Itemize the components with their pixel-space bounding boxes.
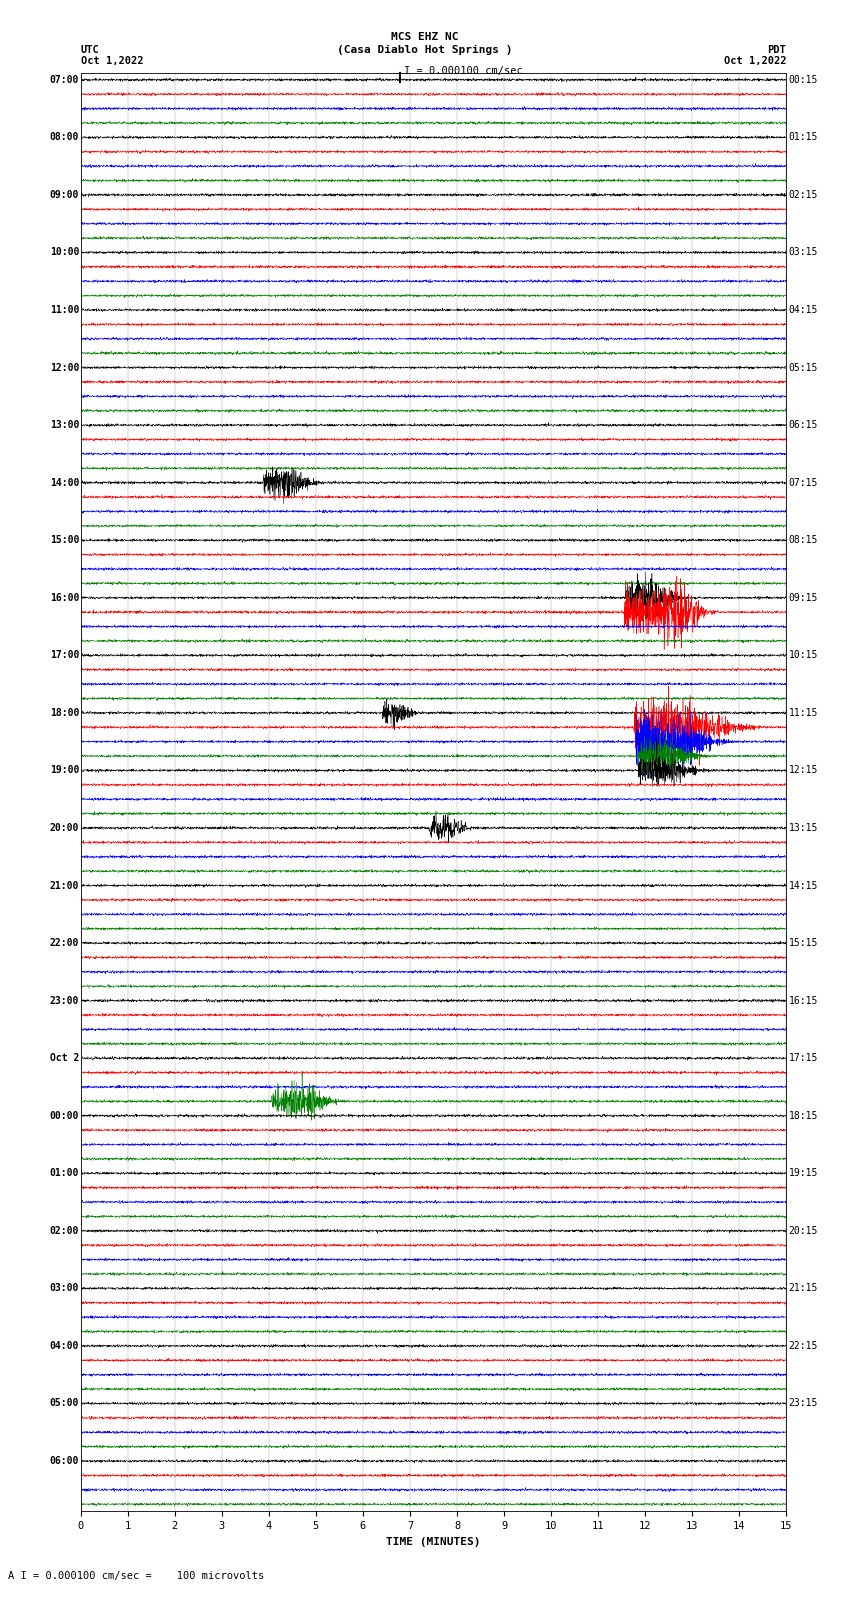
Text: 17:15: 17:15: [789, 1053, 819, 1063]
Text: 11:15: 11:15: [789, 708, 819, 718]
Text: 13:15: 13:15: [789, 823, 819, 832]
Text: 22:00: 22:00: [49, 939, 79, 948]
Text: 19:00: 19:00: [49, 766, 79, 776]
Text: Oct 2: Oct 2: [49, 1053, 79, 1063]
Text: 17:00: 17:00: [49, 650, 79, 660]
Text: 09:00: 09:00: [49, 190, 79, 200]
Text: 07:00: 07:00: [49, 74, 79, 85]
Text: 23:00: 23:00: [49, 995, 79, 1005]
Text: 12:00: 12:00: [49, 363, 79, 373]
Text: 21:15: 21:15: [789, 1284, 819, 1294]
Text: 06:15: 06:15: [789, 419, 819, 431]
Text: 19:15: 19:15: [789, 1168, 819, 1177]
Text: 01:00: 01:00: [49, 1168, 79, 1177]
Text: 16:15: 16:15: [789, 995, 819, 1005]
Text: 16:00: 16:00: [49, 592, 79, 603]
Text: 11:00: 11:00: [49, 305, 79, 315]
Text: 12:15: 12:15: [789, 766, 819, 776]
Text: 10:00: 10:00: [49, 247, 79, 258]
Text: 05:15: 05:15: [789, 363, 819, 373]
Text: 00:15: 00:15: [789, 74, 819, 85]
Text: 02:15: 02:15: [789, 190, 819, 200]
Text: (Casa Diablo Hot Springs ): (Casa Diablo Hot Springs ): [337, 45, 513, 55]
Text: 15:00: 15:00: [49, 536, 79, 545]
Text: I = 0.000100 cm/sec: I = 0.000100 cm/sec: [404, 66, 523, 76]
Text: 08:00: 08:00: [49, 132, 79, 142]
Text: 22:15: 22:15: [789, 1340, 819, 1352]
Text: PDT: PDT: [768, 45, 786, 55]
Text: 03:15: 03:15: [789, 247, 819, 258]
Text: 02:00: 02:00: [49, 1226, 79, 1236]
Text: 01:15: 01:15: [789, 132, 819, 142]
Text: 06:00: 06:00: [49, 1457, 79, 1466]
X-axis label: TIME (MINUTES): TIME (MINUTES): [386, 1537, 481, 1547]
Text: 20:00: 20:00: [49, 823, 79, 832]
Text: 10:15: 10:15: [789, 650, 819, 660]
Text: 13:00: 13:00: [49, 419, 79, 431]
Text: 23:15: 23:15: [789, 1398, 819, 1408]
Text: 00:00: 00:00: [49, 1111, 79, 1121]
Text: 18:00: 18:00: [49, 708, 79, 718]
Text: Oct 1,2022: Oct 1,2022: [81, 56, 144, 66]
Text: 18:15: 18:15: [789, 1111, 819, 1121]
Text: 08:15: 08:15: [789, 536, 819, 545]
Text: UTC: UTC: [81, 45, 99, 55]
Text: 20:15: 20:15: [789, 1226, 819, 1236]
Text: 15:15: 15:15: [789, 939, 819, 948]
Text: 04:15: 04:15: [789, 305, 819, 315]
Text: 04:00: 04:00: [49, 1340, 79, 1352]
Text: MCS EHZ NC: MCS EHZ NC: [391, 32, 459, 42]
Text: 07:15: 07:15: [789, 477, 819, 487]
Text: A I = 0.000100 cm/sec =    100 microvolts: A I = 0.000100 cm/sec = 100 microvolts: [8, 1571, 264, 1581]
Text: Oct 1,2022: Oct 1,2022: [723, 56, 786, 66]
Text: 21:00: 21:00: [49, 881, 79, 890]
Text: 14:15: 14:15: [789, 881, 819, 890]
Text: 09:15: 09:15: [789, 592, 819, 603]
Text: 14:00: 14:00: [49, 477, 79, 487]
Text: 05:00: 05:00: [49, 1398, 79, 1408]
Text: 03:00: 03:00: [49, 1284, 79, 1294]
